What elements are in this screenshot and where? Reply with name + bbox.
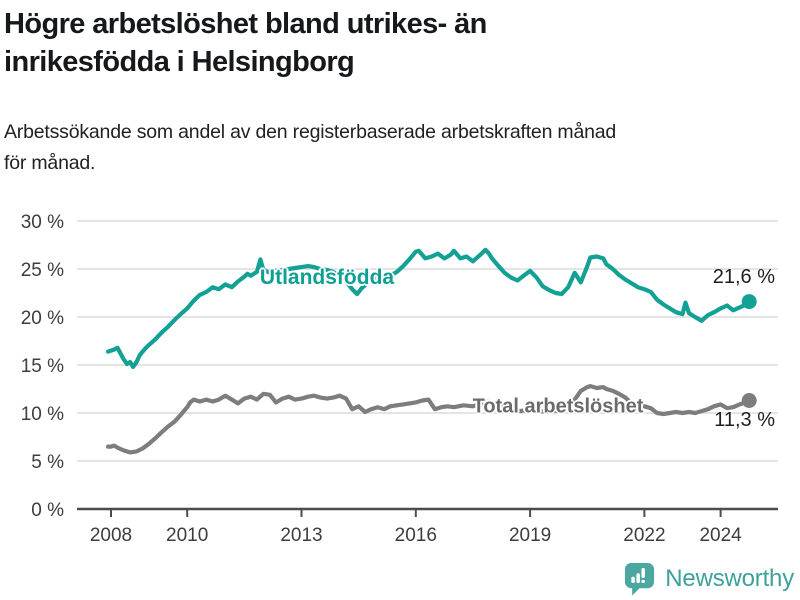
bar-chart-exclamation-glyph: [631, 568, 646, 584]
svg-text:30 %: 30 %: [21, 212, 64, 233]
svg-text:20 %: 20 %: [21, 308, 64, 329]
svg-text:2022: 2022: [623, 525, 665, 546]
svg-text:15 %: 15 %: [21, 356, 64, 377]
title-line-1: Högre arbetslöshet bland utrikes- än: [4, 8, 487, 40]
svg-text:2010: 2010: [166, 525, 208, 546]
svg-text:2016: 2016: [395, 525, 437, 546]
svg-text:0 %: 0 %: [31, 500, 64, 521]
svg-text:2024: 2024: [699, 525, 742, 546]
end-value-label-utlandsfodda: 21,6 %: [712, 266, 775, 288]
svg-text:5 %: 5 %: [31, 452, 64, 473]
title-line-2: inrikesfödda i Helsingborg: [4, 46, 355, 78]
newsworthy-logo-link[interactable]: Newsworthy: [623, 561, 794, 596]
series-label-utlandsfodda: Utlandsfödda: [259, 266, 395, 289]
svg-text:25 %: 25 %: [21, 260, 64, 281]
end-value-label-total: 11,3 %: [714, 409, 775, 431]
newsworthy-speech-bubble-icon: [625, 562, 655, 596]
series-label-total-arbetsloshet: Total arbetslöshet: [472, 395, 644, 418]
chart-subtitle: Arbetssökande som andel av den registerb…: [4, 117, 616, 179]
subtitle-line-2: för månad.: [4, 152, 96, 174]
newsworthy-brand-name: Newsworthy: [665, 564, 794, 592]
subtitle-line-1: Arbetssökande som andel av den registerb…: [4, 121, 617, 143]
svg-text:2008: 2008: [90, 525, 132, 546]
svg-text:2019: 2019: [509, 525, 551, 546]
page-title: Högre arbetslöshet bland utrikes- än inr…: [4, 5, 487, 81]
svg-text:2013: 2013: [280, 525, 322, 546]
svg-text:10 %: 10 %: [21, 404, 64, 425]
